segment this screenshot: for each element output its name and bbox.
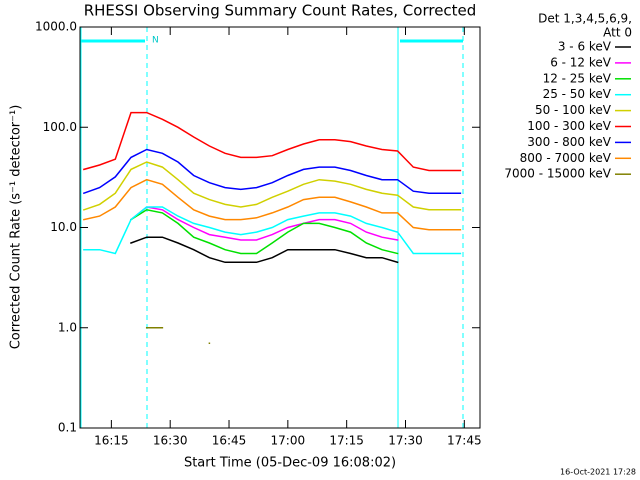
y-tick-label: 1.0 <box>58 320 77 334</box>
y-tick-label: 100.0 <box>43 120 77 134</box>
legend-label: 12 - 25 keV <box>543 71 612 85</box>
series-line <box>83 178 462 231</box>
legend-title: Det 1,3,4,5,6,9, <box>538 12 632 26</box>
series-line <box>129 206 399 241</box>
y-tick-label: 0.1 <box>58 421 77 435</box>
x-tick-label: 17:15 <box>329 434 364 448</box>
annotation: N <box>152 36 159 46</box>
x-tick-label: 17:00 <box>271 434 306 448</box>
x-tick-label: 16:30 <box>153 434 188 448</box>
series-line <box>83 206 462 255</box>
series-line <box>82 161 462 211</box>
series-line <box>145 327 211 345</box>
x-tick-label: 17:30 <box>388 434 423 448</box>
series-line <box>82 111 462 172</box>
series-line <box>82 148 462 195</box>
timestamp: 16-Oct-2021 17:28 <box>560 468 636 477</box>
legend-label: 800 - 7000 keV <box>520 151 612 165</box>
x-tick-label: 16:45 <box>212 434 247 448</box>
x-tick-label: 17:45 <box>447 434 482 448</box>
legend-label: 7000 - 15000 keV <box>504 167 611 181</box>
legend-label: 25 - 50 keV <box>543 87 612 101</box>
y-tick-label: 1000.0 <box>35 20 77 34</box>
y-axis-label: Corrected Count Rate (s⁻¹ detector⁻¹) <box>9 105 24 350</box>
x-axis-label: Start Time (05-Dec-09 16:08:02) <box>184 456 396 471</box>
legend-title: Att 0 <box>603 26 632 40</box>
legend-label: 3 - 6 keV <box>558 40 612 54</box>
legend-label: 100 - 300 keV <box>527 119 611 133</box>
legend-label: 6 - 12 keV <box>550 55 612 69</box>
series-line <box>130 236 399 264</box>
series-line <box>129 209 399 255</box>
legend-label: 300 - 800 keV <box>527 135 611 149</box>
y-tick-label: 10.0 <box>50 220 77 234</box>
legend-label: 50 - 100 keV <box>535 103 612 117</box>
x-tick-label: 16:15 <box>94 434 129 448</box>
chart-title: RHESSI Observing Summary Count Rates, Co… <box>84 2 477 20</box>
